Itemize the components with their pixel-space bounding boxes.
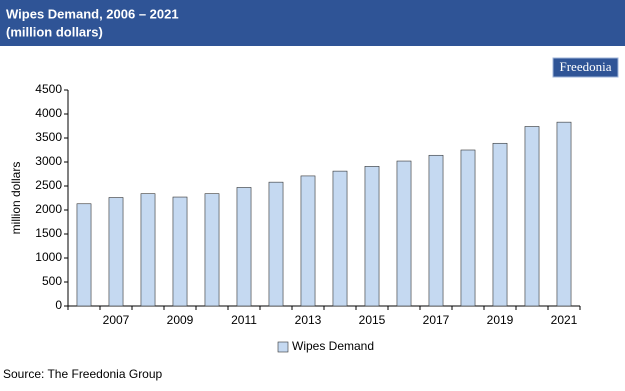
bar [76, 203, 92, 307]
x-tick-label: 2009 [167, 313, 194, 327]
chart-title: Wipes Demand, 2006 – 2021 [6, 6, 179, 21]
y-tick-label: 500 [42, 274, 62, 288]
bar [108, 197, 124, 307]
bar [140, 193, 156, 307]
bar [236, 187, 252, 307]
y-axis-label: million dollars [9, 162, 23, 235]
y-tick-label: 0 [55, 298, 62, 312]
y-tick-label: 4000 [35, 106, 62, 120]
x-tick-label: 2019 [487, 313, 514, 327]
logo: Freedonia [560, 59, 612, 74]
bar [332, 170, 348, 307]
x-tick-label: 2015 [359, 313, 386, 327]
x-tick-label: 2007 [103, 313, 130, 327]
bar [300, 175, 316, 307]
x-tick-label: 2017 [423, 313, 450, 327]
source: Source: The Freedonia Group [3, 367, 163, 381]
bar [524, 126, 540, 307]
chart-subtitle: (million dollars) [6, 24, 103, 39]
y-tick-label: 2500 [35, 178, 62, 192]
y-tick-label: 3500 [35, 130, 62, 144]
bar [172, 196, 188, 307]
x-tick-label: 2011 [231, 313, 257, 327]
bar [204, 193, 220, 307]
x-tick-label: 2021 [551, 313, 578, 327]
title-bar [0, 0, 625, 46]
bar [428, 154, 444, 307]
x-tick-label: 2013 [295, 313, 322, 327]
y-tick-label: 1000 [35, 250, 62, 264]
bar [268, 181, 284, 307]
bar [396, 160, 412, 307]
y-tick-label: 2000 [35, 202, 62, 216]
y-tick-label: 3000 [35, 154, 62, 168]
bar [460, 149, 476, 307]
bar [364, 166, 380, 307]
bar [556, 121, 572, 307]
legend-swatch [277, 341, 289, 353]
bar [492, 142, 508, 307]
y-tick-label: 4500 [35, 82, 62, 96]
y-tick-label: 1500 [35, 226, 62, 240]
logo-box [552, 57, 619, 78]
legend-label: Wipes Demand [292, 339, 374, 353]
